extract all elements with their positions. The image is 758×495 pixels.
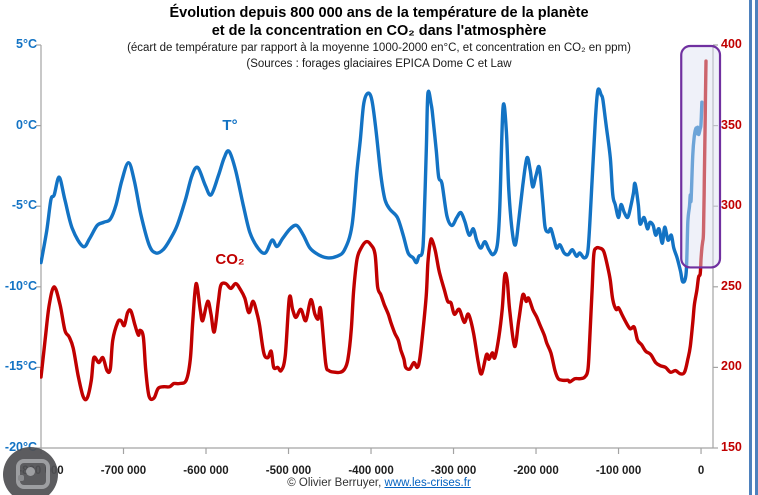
temperature-line: [40, 87, 704, 284]
chart-subtitle: (écart de température par rapport à la m…: [127, 42, 631, 54]
window-edge-line: [755, 0, 758, 495]
y-right-tick-label: 400: [721, 37, 742, 51]
chart-sources: (Sources : forages glaciaires EPICA Dome…: [246, 58, 512, 70]
y-left-tick-label: 0°C: [16, 117, 37, 132]
x-tick-label: 0: [697, 465, 705, 477]
legend-co2-label: CO₂: [215, 251, 245, 268]
x-tick-label: -300 000: [430, 465, 477, 477]
x-tick-label: -600 000: [183, 465, 229, 477]
y-left-tick-label: -10°C: [4, 278, 37, 293]
x-tick-label: -400 000: [348, 465, 394, 477]
y-right-tick-label: 300: [721, 198, 742, 213]
axes: [36, 44, 718, 454]
y-right-tick-label: 150: [721, 440, 742, 454]
x-tick-label: -200 000: [513, 465, 559, 477]
camera-icon: [16, 459, 50, 489]
camera-dot-icon: [18, 475, 24, 481]
legend-temperature-label: T°: [222, 117, 238, 134]
co2-line: [40, 59, 708, 402]
y-right-tick-label: 350: [721, 117, 742, 132]
x-tick-label: -500 000: [265, 465, 312, 477]
x-tick-label: -100 000: [595, 465, 642, 477]
footer-credit: © Olivier Berruyer, www.les-crises.fr: [0, 477, 758, 489]
x-tick-label: -700 000: [100, 465, 147, 477]
y-left-tick-label: 5°C: [16, 37, 37, 51]
camera-lens-icon: [26, 467, 35, 476]
y-right-tick-label: 250: [721, 278, 742, 293]
les-crises-link[interactable]: www.les-crises.fr: [384, 477, 471, 489]
highlight-box: [680, 44, 722, 269]
watermark-button[interactable]: [3, 447, 58, 495]
y-right-tick-label: 200: [721, 359, 742, 374]
chart-title-line2: et de la concentration en CO₂ dans l'atm…: [211, 23, 547, 39]
y-left-tick-label: -5°C: [11, 198, 37, 213]
copyright-text: © Olivier Berruyer,: [287, 477, 385, 489]
chart-title-line1: Évolution depuis 800 000 ans de la tempé…: [169, 5, 589, 21]
y-left-tick-label: -15°C: [4, 359, 37, 374]
window-edge-line: [749, 0, 752, 495]
